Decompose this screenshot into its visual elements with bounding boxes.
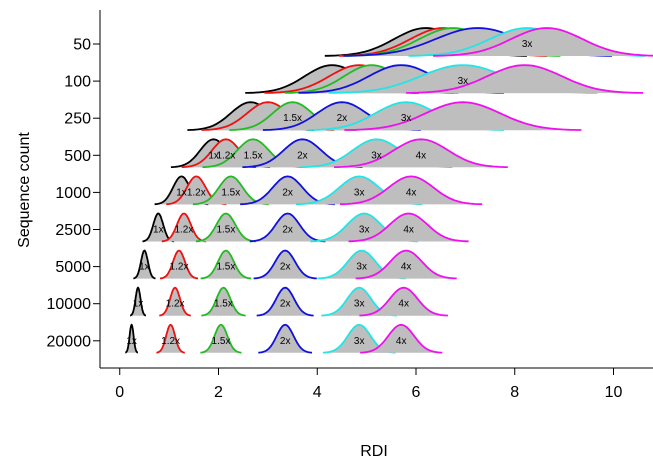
ridge-label-10000-3x: 3x [354,299,365,310]
ridge-row-500 [170,138,508,168]
ridge-label-10000-1-2x: 1.2x [166,299,185,310]
ridge-label-1000-1x: 1x [176,187,187,198]
ridge-label-5000-3x: 3x [356,262,367,273]
ridge-label-50-3x: 3x [522,39,533,50]
ridge-curve-10000-2x [256,286,314,317]
ridge-label-5000-2x: 2x [280,262,291,273]
ridge-label-20000-4x: 4x [396,336,407,347]
y-tick-label-2500: 2500 [55,222,91,239]
ridge-curve-20000-2x [258,323,312,354]
ridge-row-250 [187,101,582,131]
ridge-curve-1000-4x [340,175,483,206]
y-tick-label-50: 50 [73,37,91,54]
y-tick-label-500: 500 [64,148,91,165]
ridge-curve-10000-1-5x [201,286,246,317]
ridge-label-20000-1-2x: 1.2x [161,336,180,347]
x-tick-label-0: 0 [115,384,124,401]
ridge-label-500-4x: 4x [416,150,427,161]
ridge-label-5000-1-5x: 1.5x [216,262,235,273]
y-tick-label-5000: 5000 [55,259,91,276]
ridge-curve-5000-1-5x [200,249,252,280]
ridge-curve-2500-1-2x [161,212,207,243]
y-tick-label-20000: 20000 [47,333,92,350]
ridge-curve-10000-4x [359,286,448,317]
ridge-label-250-2x: 2x [337,113,348,124]
ridge-curve-10000-1x [129,286,146,317]
ridge-curve-250-4x [344,101,582,131]
ridge-label-1000-1-5x: 1.5x [221,187,240,198]
ridge-curve-2500-2x [249,212,326,243]
ridge-label-1000-3x: 3x [354,187,365,198]
ridge-label-5000-1x: 1x [139,262,150,273]
ridge-label-2500-1x: 1x [153,225,164,236]
ridge-row-2500 [142,212,469,243]
ridge-row-100 [245,64,644,94]
ridge-label-10000-1-5x: 1.5x [214,299,233,310]
ridge-label-10000-2x: 2x [280,299,291,310]
x-tick-label-4: 4 [313,384,322,401]
ridge-label-2500-4x: 4x [403,225,414,236]
ridge-curve-5000-1-2x [160,249,198,280]
ridge-label-2500-2x: 2x [282,225,293,236]
ridge-label-5000-1-2x: 1.2x [170,262,189,273]
ridge-curve-20000-4x [360,323,443,354]
ridge-curve-5000-4x [355,249,457,280]
ridge-label-1000-2x: 2x [282,187,293,198]
ridge-row-5000 [133,249,457,280]
ridge-row-10000 [129,286,448,317]
ridge-label-2500-1-5x: 1.5x [216,225,235,236]
ridge-curve-20000-1-2x [156,323,185,354]
ridge-row-50 [324,27,653,57]
ridge-label-500-2x: 2x [297,150,308,161]
ridge-curve-2500-1-5x [195,212,256,243]
ridge-label-500-1-2x: 1.2x [216,150,235,161]
ridge-layer [125,27,653,354]
ridge-label-250-1-5x: 1.5x [283,113,302,124]
y-tick-label-10000: 10000 [47,296,92,313]
ridge-label-10000-4x: 4x [398,299,409,310]
ridge-curve-20000-1-5x [200,323,242,354]
ridge-curve-5000-2x [253,249,317,280]
ridge-label-500-3x: 3x [371,150,382,161]
ridge-label-100-3x: 3x [458,76,469,87]
x-tick-label-8: 8 [510,384,519,401]
ridge-label-5000-4x: 4x [401,262,412,273]
ridge-label-2500-1-2x: 1.2x [174,225,193,236]
x-tick-label-10: 10 [605,384,623,401]
ridge-label-250-3x: 3x [401,113,412,124]
x-tick-label-6: 6 [412,384,421,401]
ridge-curve-5000-1x [133,249,156,280]
ridge-curve-100-4x [406,64,644,94]
axes-layer: 50 100 250 500 1000 2500 5000 10000 20000 0 2 4 6 8 10 [47,10,653,401]
ridge-curve-10000-1-2x [159,286,191,317]
ridge-label-500-1x: 1x [208,150,219,161]
ridge-curve-500-4x [334,138,508,168]
ridge-label-20000-3x: 3x [354,336,365,347]
ridge-curve-20000-1x [125,323,139,354]
ridge-curve-2500-4x [348,212,469,243]
y-tick-label-100: 100 [64,74,91,91]
y-axis-title: Sequence count [16,132,33,248]
ridge-label-2500-3x: 3x [359,225,370,236]
ridge-label-20000-2x: 2x [280,336,291,347]
ridge-label-10000-1x: 1x [133,299,144,310]
ridge-label-1000-1-2x: 1.2x [187,187,206,198]
ridge-label-20000-1-5x: 1.5x [212,336,231,347]
ridge-label-20000-1x: 1x [126,336,137,347]
ridge-curve-50-4x [433,27,653,57]
ridge-row-20000 [125,323,443,354]
ridge-row-1000 [154,175,483,206]
x-tick-label-2: 2 [214,384,223,401]
ridge-label-1000-4x: 4x [406,187,417,198]
y-tick-label-250: 250 [64,111,91,128]
y-tick-label-1000: 1000 [55,185,91,202]
x-axis-title: RDI [360,443,388,460]
ridge-label-500-1-5x: 1.5x [244,150,263,161]
